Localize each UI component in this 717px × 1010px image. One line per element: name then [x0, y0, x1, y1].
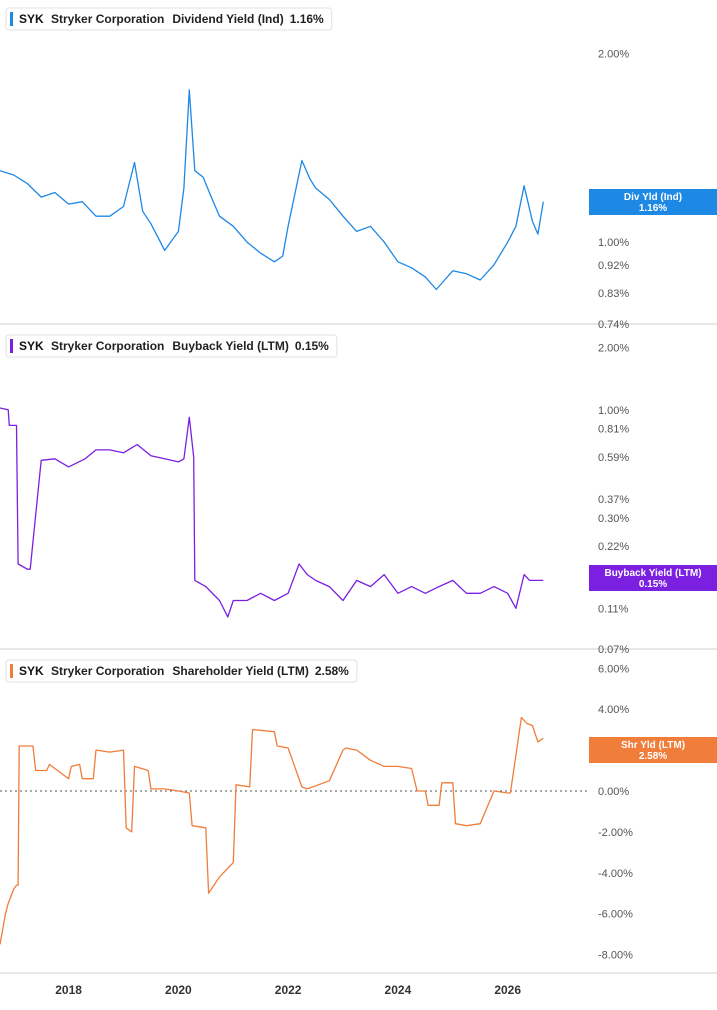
- x-tick-label: 2026: [494, 983, 521, 997]
- value-badge: Buyback Yield (LTM)0.15%: [589, 565, 717, 591]
- y-tick-label: 1.00%: [598, 405, 629, 417]
- legend-box: [5, 7, 333, 31]
- legend-ticker: SYK: [19, 339, 44, 353]
- value-badge: Shr Yld (LTM)2.58%: [589, 737, 717, 763]
- y-tick-label: 0.07%: [598, 644, 629, 656]
- y-tick-label: 6.00%: [598, 663, 629, 675]
- legend-company: Stryker Corporation: [51, 339, 164, 353]
- chart-panel-2: 2.00% 1.00% 0.81% 0.59% 0.37% 0.30% 0.22% 0.11%…: [0, 334, 717, 656]
- legend: SYK Stryker Corporation Buyback Yield (LTM…: [5, 334, 338, 358]
- value-badge-value: 0.15%: [639, 579, 667, 590]
- y-tick-label: 1.00%: [598, 237, 629, 249]
- legend-metric: Dividend Yield (Ind): [172, 12, 283, 26]
- legend-company: Stryker Corporation: [51, 12, 164, 26]
- y-tick-label: 0.30%: [598, 513, 629, 525]
- value-badge-bg: [589, 189, 717, 215]
- y-tick-label: 0.83%: [598, 288, 629, 300]
- legend-last-value: 0.15%: [295, 339, 329, 353]
- y-tick-label: -2.00%: [598, 827, 633, 839]
- legend-last-value: 1.16%: [290, 12, 324, 26]
- value-badge-label: Div Yld (Ind): [624, 192, 682, 203]
- y-tick-label: 0.74%: [598, 319, 629, 331]
- x-tick-label: 2020: [165, 983, 192, 997]
- legend-ticker: SYK: [19, 664, 44, 678]
- series-line: [0, 407, 544, 618]
- value-badge-value: 2.58%: [639, 751, 667, 762]
- y-tick-label: 2.00%: [598, 342, 629, 354]
- y-tick-label: 0.11%: [598, 603, 629, 615]
- legend-box: [5, 334, 338, 358]
- value-badge-bg: [589, 737, 717, 763]
- legend: SYK Stryker Corporation Shareholder Yield …: [5, 659, 358, 683]
- x-tick-label: 2022: [275, 983, 302, 997]
- y-tick-label: -8.00%: [598, 950, 633, 962]
- chart-panel-3: 6.00%4.00%2.00%0.00%-2.00%-4.00%-6.00%-8…: [0, 659, 717, 974]
- value-badge: Div Yld (Ind)1.16%: [589, 189, 717, 215]
- x-axis: 2018 2020 2022 2024 2026: [55, 983, 521, 997]
- legend-ticker: SYK: [19, 12, 44, 26]
- y-tick-label: 4.00%: [598, 704, 629, 716]
- value-badge-bg: [589, 565, 717, 591]
- value-badge-label: Buyback Yield (LTM): [604, 568, 701, 579]
- value-badge-value: 1.16%: [639, 203, 667, 214]
- series-line: [0, 716, 544, 945]
- legend-last-value: 2.58%: [315, 664, 349, 678]
- y-tick-label: -4.00%: [598, 868, 633, 880]
- legend: SYK Stryker Corporation Dividend Yield (In…: [5, 7, 333, 31]
- legend-swatch: [10, 339, 13, 353]
- y-tick-label: 2.00%: [598, 49, 629, 61]
- legend-box: [5, 659, 358, 683]
- y-tick-label: 0.92%: [598, 260, 629, 272]
- series-line: [0, 89, 544, 291]
- chart-panel-1: 2.00% 1.00% 0.92% 0.83% 0.74% SYK Stryker Corp…: [0, 7, 717, 331]
- x-tick-label: 2018: [55, 983, 82, 997]
- y-tick-label: 0.59%: [598, 452, 629, 464]
- value-badge-label: Shr Yld (LTM): [621, 740, 685, 751]
- legend-company: Stryker Corporation: [51, 664, 164, 678]
- y-tick-label: 0.00%: [598, 786, 629, 798]
- legend-swatch: [10, 664, 13, 678]
- legend-metric: Shareholder Yield (LTM): [172, 664, 308, 678]
- y-tick-label: 0.37%: [598, 494, 629, 506]
- y-tick-label: 0.81%: [598, 424, 629, 436]
- y-tick-label: -6.00%: [598, 909, 633, 921]
- x-tick-label: 2024: [385, 983, 412, 997]
- legend-swatch: [10, 12, 13, 26]
- legend-metric: Buyback Yield (LTM): [172, 339, 288, 353]
- y-tick-label: 0.22%: [598, 541, 629, 553]
